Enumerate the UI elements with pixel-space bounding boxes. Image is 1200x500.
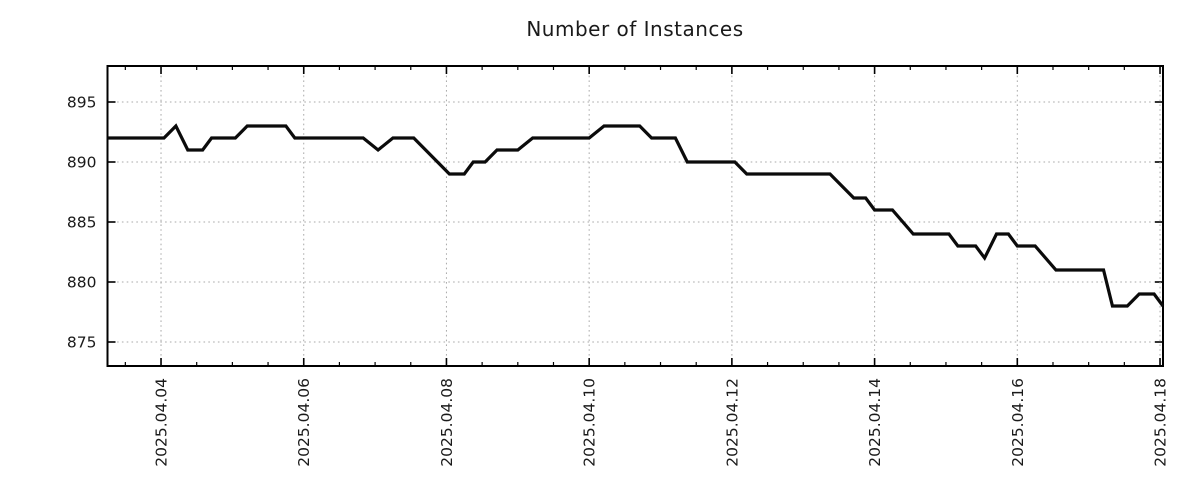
x-tick-label: 2025.04.08 [438,378,456,467]
x-tick-label: 2025.04.10 [581,378,599,467]
x-tick-label: 2025.04.18 [1152,378,1170,467]
y-tick-label: 875 [67,333,97,351]
x-tick-label: 2025.04.14 [866,378,884,467]
x-tick-label: 2025.04.06 [295,378,313,467]
y-tick-label: 885 [67,213,97,231]
series-line-instances [107,123,1165,308]
x-tick-label: 2025.04.12 [723,378,741,467]
x-tick-label: 2025.04.04 [153,378,171,467]
y-tick-label: 890 [67,153,97,171]
chart-title: Number of Instances [526,17,744,41]
x-tick-label: 2025.04.16 [1009,378,1027,467]
y-tick-label: 895 [67,93,97,111]
plot-border [106,65,1164,367]
y-tick-label: 880 [67,273,97,291]
